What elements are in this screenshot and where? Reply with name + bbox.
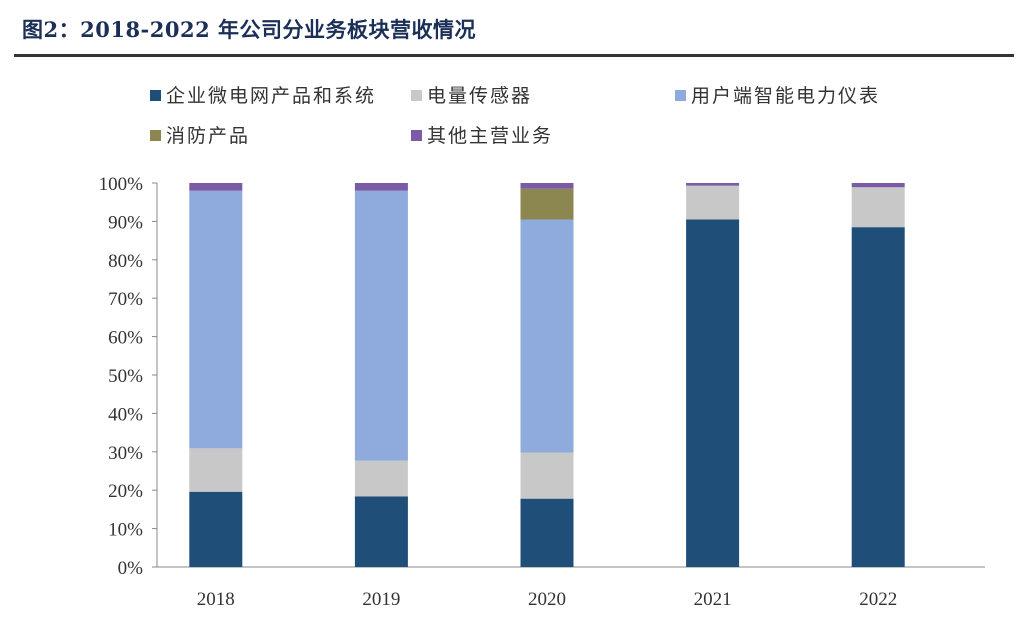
y-tick-label: 40%: [108, 404, 143, 425]
bar-segment: [189, 491, 243, 567]
title-divider: [14, 54, 1014, 57]
y-tick-label: 0%: [118, 558, 144, 579]
y-tick-label: 10%: [108, 520, 143, 541]
y-tick-label: 20%: [108, 481, 143, 502]
x-tick-label: 2021: [694, 589, 732, 610]
legend-swatch: [411, 90, 422, 101]
x-tick-label: 2019: [362, 589, 400, 610]
bar-segment: [686, 183, 740, 186]
legend-swatch: [675, 90, 686, 101]
legend-label: 电量传感器: [427, 85, 532, 107]
y-tick-label: 70%: [108, 289, 143, 310]
bar-segment: [686, 185, 740, 220]
legend-swatch: [150, 90, 161, 101]
x-tick-label: 2020: [528, 589, 566, 610]
legend-label: 消防产品: [166, 125, 250, 147]
y-tick-label: 80%: [108, 251, 143, 272]
legend-label: 用户端智能电力仪表: [691, 85, 880, 107]
bar-segment: [189, 190, 243, 449]
bar-segment: [354, 183, 408, 191]
legend-label: 企业微电网产品和系统: [166, 85, 376, 107]
y-tick-label: 100%: [99, 174, 144, 195]
bar-segment: [189, 183, 243, 191]
bar-segment: [686, 219, 740, 568]
bar-segment: [520, 188, 574, 220]
bar-segment: [520, 452, 574, 499]
bar-segment: [354, 496, 408, 567]
y-tick-label: 90%: [108, 212, 143, 233]
bar-segment: [354, 190, 408, 461]
bar-segment: [189, 448, 243, 492]
bar-segment: [851, 187, 905, 228]
bar-segment: [851, 227, 905, 567]
x-tick-label: 2022: [859, 589, 897, 610]
y-tick-label: 50%: [108, 366, 143, 387]
legend-label: 其他主营业务: [427, 125, 553, 147]
bar-segment: [851, 183, 905, 188]
legend-swatch: [411, 130, 422, 141]
legend-swatch: [150, 130, 161, 141]
bar-segment: [354, 460, 408, 497]
y-tick-label: 30%: [108, 443, 143, 464]
chart-title: 图2：2018-2022 年公司分业务板块营收情况: [22, 17, 477, 42]
x-tick-label: 2018: [197, 589, 235, 610]
bar-segment: [520, 498, 574, 567]
bar-segment: [520, 183, 574, 189]
bar-segment: [520, 219, 574, 453]
y-tick-label: 60%: [108, 328, 143, 349]
